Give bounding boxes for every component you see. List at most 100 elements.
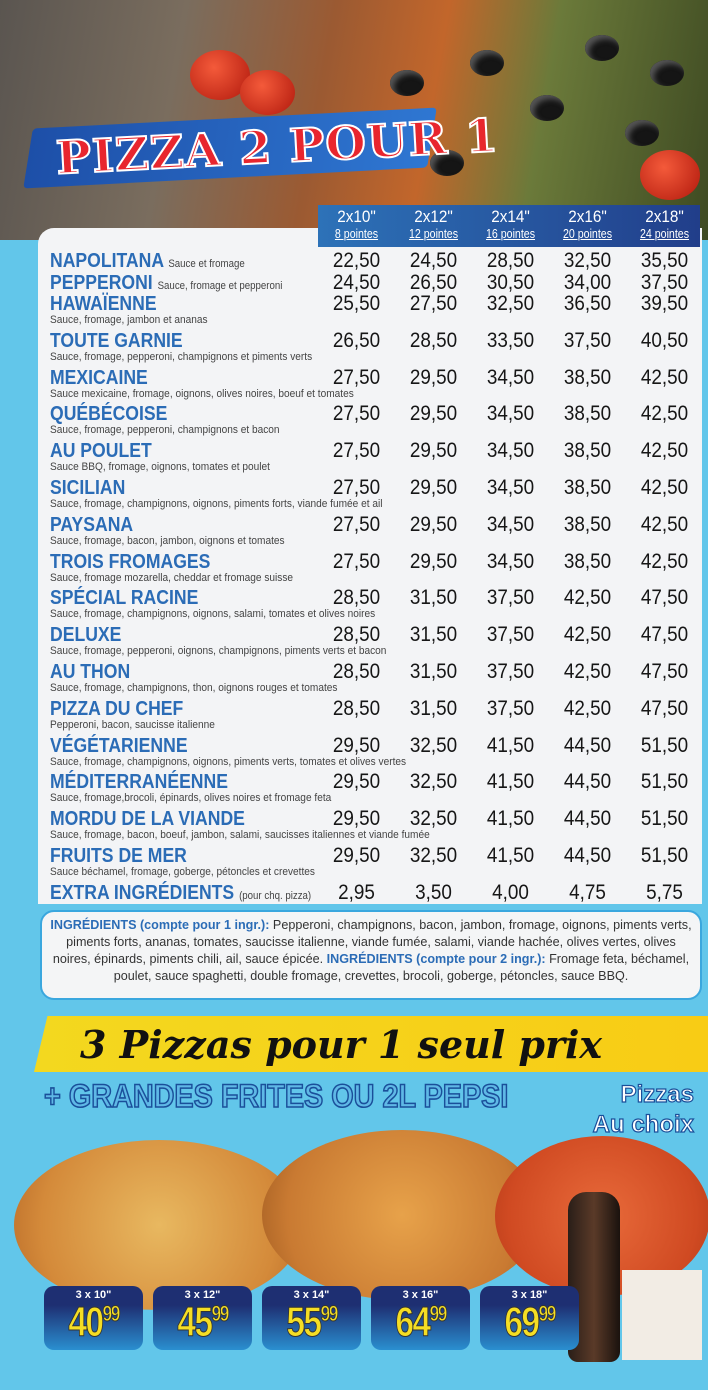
item-name: SICILIAN [50,476,126,499]
ingredients-text-2: Fromage feta, béchamel, poulet, sauce sp… [113,952,690,983]
item-name: EXTRA INGRÉDIENTS (pour chq. pizza) [50,881,312,904]
item-price: 33,50 [486,328,535,352]
pizza-photo-header [0,0,708,240]
offer-price: 5599 [286,1298,339,1345]
item-price: 38,50 [563,512,612,536]
item-price: 32,50 [409,807,458,831]
item-name: MÉDITERRANÉENNE [50,771,228,794]
item-price: 39,50 [640,292,689,315]
item-price: 28,50 [409,328,458,352]
size-label: 2x16" [568,207,607,226]
menu-item: PAYSANA Sauce, fromage, bacon, jambon, oi… [50,512,700,551]
item-name: AU POULET [50,440,152,463]
item-price: 38,50 [563,475,612,499]
item-price: 22,50 [332,249,381,272]
item-description: Sauce, fromage, bacon, jambon, oignons e… [50,534,285,547]
item-name: HAWAÏENNE [50,293,157,315]
item-price: 51,50 [640,843,689,867]
item-price: 29,50 [409,439,458,463]
menu-item: PEPPERONI Sauce, fromage et pepperoni 24,… [50,270,700,294]
slices-label: 16 pointes [485,227,536,241]
item-price: 37,50 [486,696,535,720]
menu-item: HAWAÏENNE Sauce, fromage, jambon et anana… [50,293,700,330]
item-price: 34,00 [563,270,612,294]
item-price: 37,50 [486,659,535,683]
item-price: 28,50 [486,249,535,272]
item-price: 44,50 [563,807,612,831]
item-price: 32,50 [563,249,612,272]
item-name: PEPPERONI Sauce, fromage et pepperoni [50,271,283,294]
item-name: PAYSANA [50,513,134,536]
item-description: Sauce, fromage, pepperoni, champignons e… [50,424,280,437]
menu-panel [38,228,702,904]
slices-label: 8 pointes [334,227,379,241]
item-price: 28,50 [332,659,381,683]
menu-item: MEXICAINE Sauce mexicaine, fromage, oigno… [50,366,700,404]
menu-item: AU POULET Sauce BBQ, fromage, oignons, to… [50,440,700,477]
item-price: 34,50 [486,439,535,463]
slices-label: 20 pointes [562,227,613,241]
price-badge: 3 x 14" 5599 [262,1286,361,1350]
item-price: 27,50 [332,402,381,426]
price-badge: 3 x 10" 4099 [44,1286,143,1350]
item-price: 38,50 [563,402,612,426]
item-price: 34,50 [486,402,535,426]
menu-list: NAPOLITANA Sauce et fromage 22,50 24,50 28,… [50,250,700,919]
item-price: 34,50 [486,475,535,499]
menu-item: EXTRA INGRÉDIENTS (pour chq. pizza) 2,95 3… [50,880,700,919]
size-label: 2x18" [645,207,684,226]
offer-price: 6999 [504,1298,557,1345]
offer-size: 3 x 16" [402,1289,439,1301]
vegetarian-pizza-image [14,1140,304,1310]
item-price: 31,50 [409,696,458,720]
item-description: Sauce, fromage, jambon et ananas [50,314,208,326]
item-price: 47,50 [640,696,689,720]
item-price: 31,50 [409,623,458,647]
item-price: 37,50 [486,623,535,647]
item-price: 34,50 [486,512,535,536]
menu-item: SPÉCIAL RACINE Sauce, fromage, champignon… [50,587,700,624]
fries-image [622,1270,702,1360]
item-name: NAPOLITANA Sauce et fromage [50,250,245,272]
item-price: 32,50 [486,292,535,315]
menu-item: NAPOLITANA Sauce et fromage 22,50 24,50 28,… [50,249,700,273]
item-description: Sauce béchamel, fromage, goberge, pétonc… [50,865,315,878]
item-description: Pepperoni, bacon, saucisse italienne [50,718,215,731]
item-price: 51,50 [640,770,689,794]
item-description: Sauce, fromage,brocoli, épinards, olives… [50,792,332,805]
item-name: MEXICAINE [50,366,148,389]
item-description: Sauce, fromage, champignons, oignons, sa… [50,608,376,621]
item-name: TROIS FROMAGES [50,550,211,573]
item-price: 41,50 [486,770,535,794]
item-price: 42,50 [563,659,612,683]
item-inline-desc: Sauce, fromage et pepperoni [157,279,283,292]
menu-item: QUÉBÉCOISE Sauce, fromage, pepperoni, cha… [50,403,700,440]
item-description: Sauce, fromage, champignons, oignons, pi… [50,497,383,510]
item-description: Sauce, fromage, bacon, boeuf, jambon, sa… [50,829,430,842]
promo-extra: + GRANDES FRITES OU 2L PEPSI [43,1077,509,1115]
offer-price: 4599 [177,1298,230,1345]
item-description: Sauce BBQ, fromage, oignons, tomates et … [50,461,270,474]
slices-label: 24 pointes [639,227,690,241]
item-name: SPÉCIAL RACINE [50,587,199,610]
size-header: 2x10" 8 pointes 2x12" 12 pointes 2x14" 16 poi… [318,205,700,247]
menu-item: MORDU DE LA VIANDE Sauce, fromage, bacon,… [50,808,700,845]
item-name: PIZZA DU CHEF [50,697,184,720]
item-price: 27,50 [409,292,458,315]
item-description: Sauce, fromage, champignons, oignons, pi… [50,755,407,768]
ingredients-label-1: INGRÉDIENTS (compte pour 1 ingr.): [50,918,270,932]
ingredients-label-2: INGRÉDIENTS (compte pour 2 ingr.): [326,952,546,966]
item-price: 29,50 [332,770,381,794]
item-price: 29,50 [409,402,458,426]
item-description: Sauce, fromage, champignons, thon, oigno… [50,681,338,694]
size-label: 2x14" [491,207,530,226]
item-price: 29,50 [409,475,458,499]
item-price: 47,50 [640,659,689,683]
ingredients-box: INGRÉDIENTS (compte pour 1 ingr.): Peppe… [40,910,702,1000]
item-price: 2,95 [338,880,375,904]
item-price: 31,50 [409,586,458,610]
slices-label: 12 pointes [408,227,459,241]
item-price: 28,50 [332,696,381,720]
size-label: 2x10" [337,207,376,226]
item-description: Sauce mexicaine, fromage, oignons, olive… [50,387,354,400]
